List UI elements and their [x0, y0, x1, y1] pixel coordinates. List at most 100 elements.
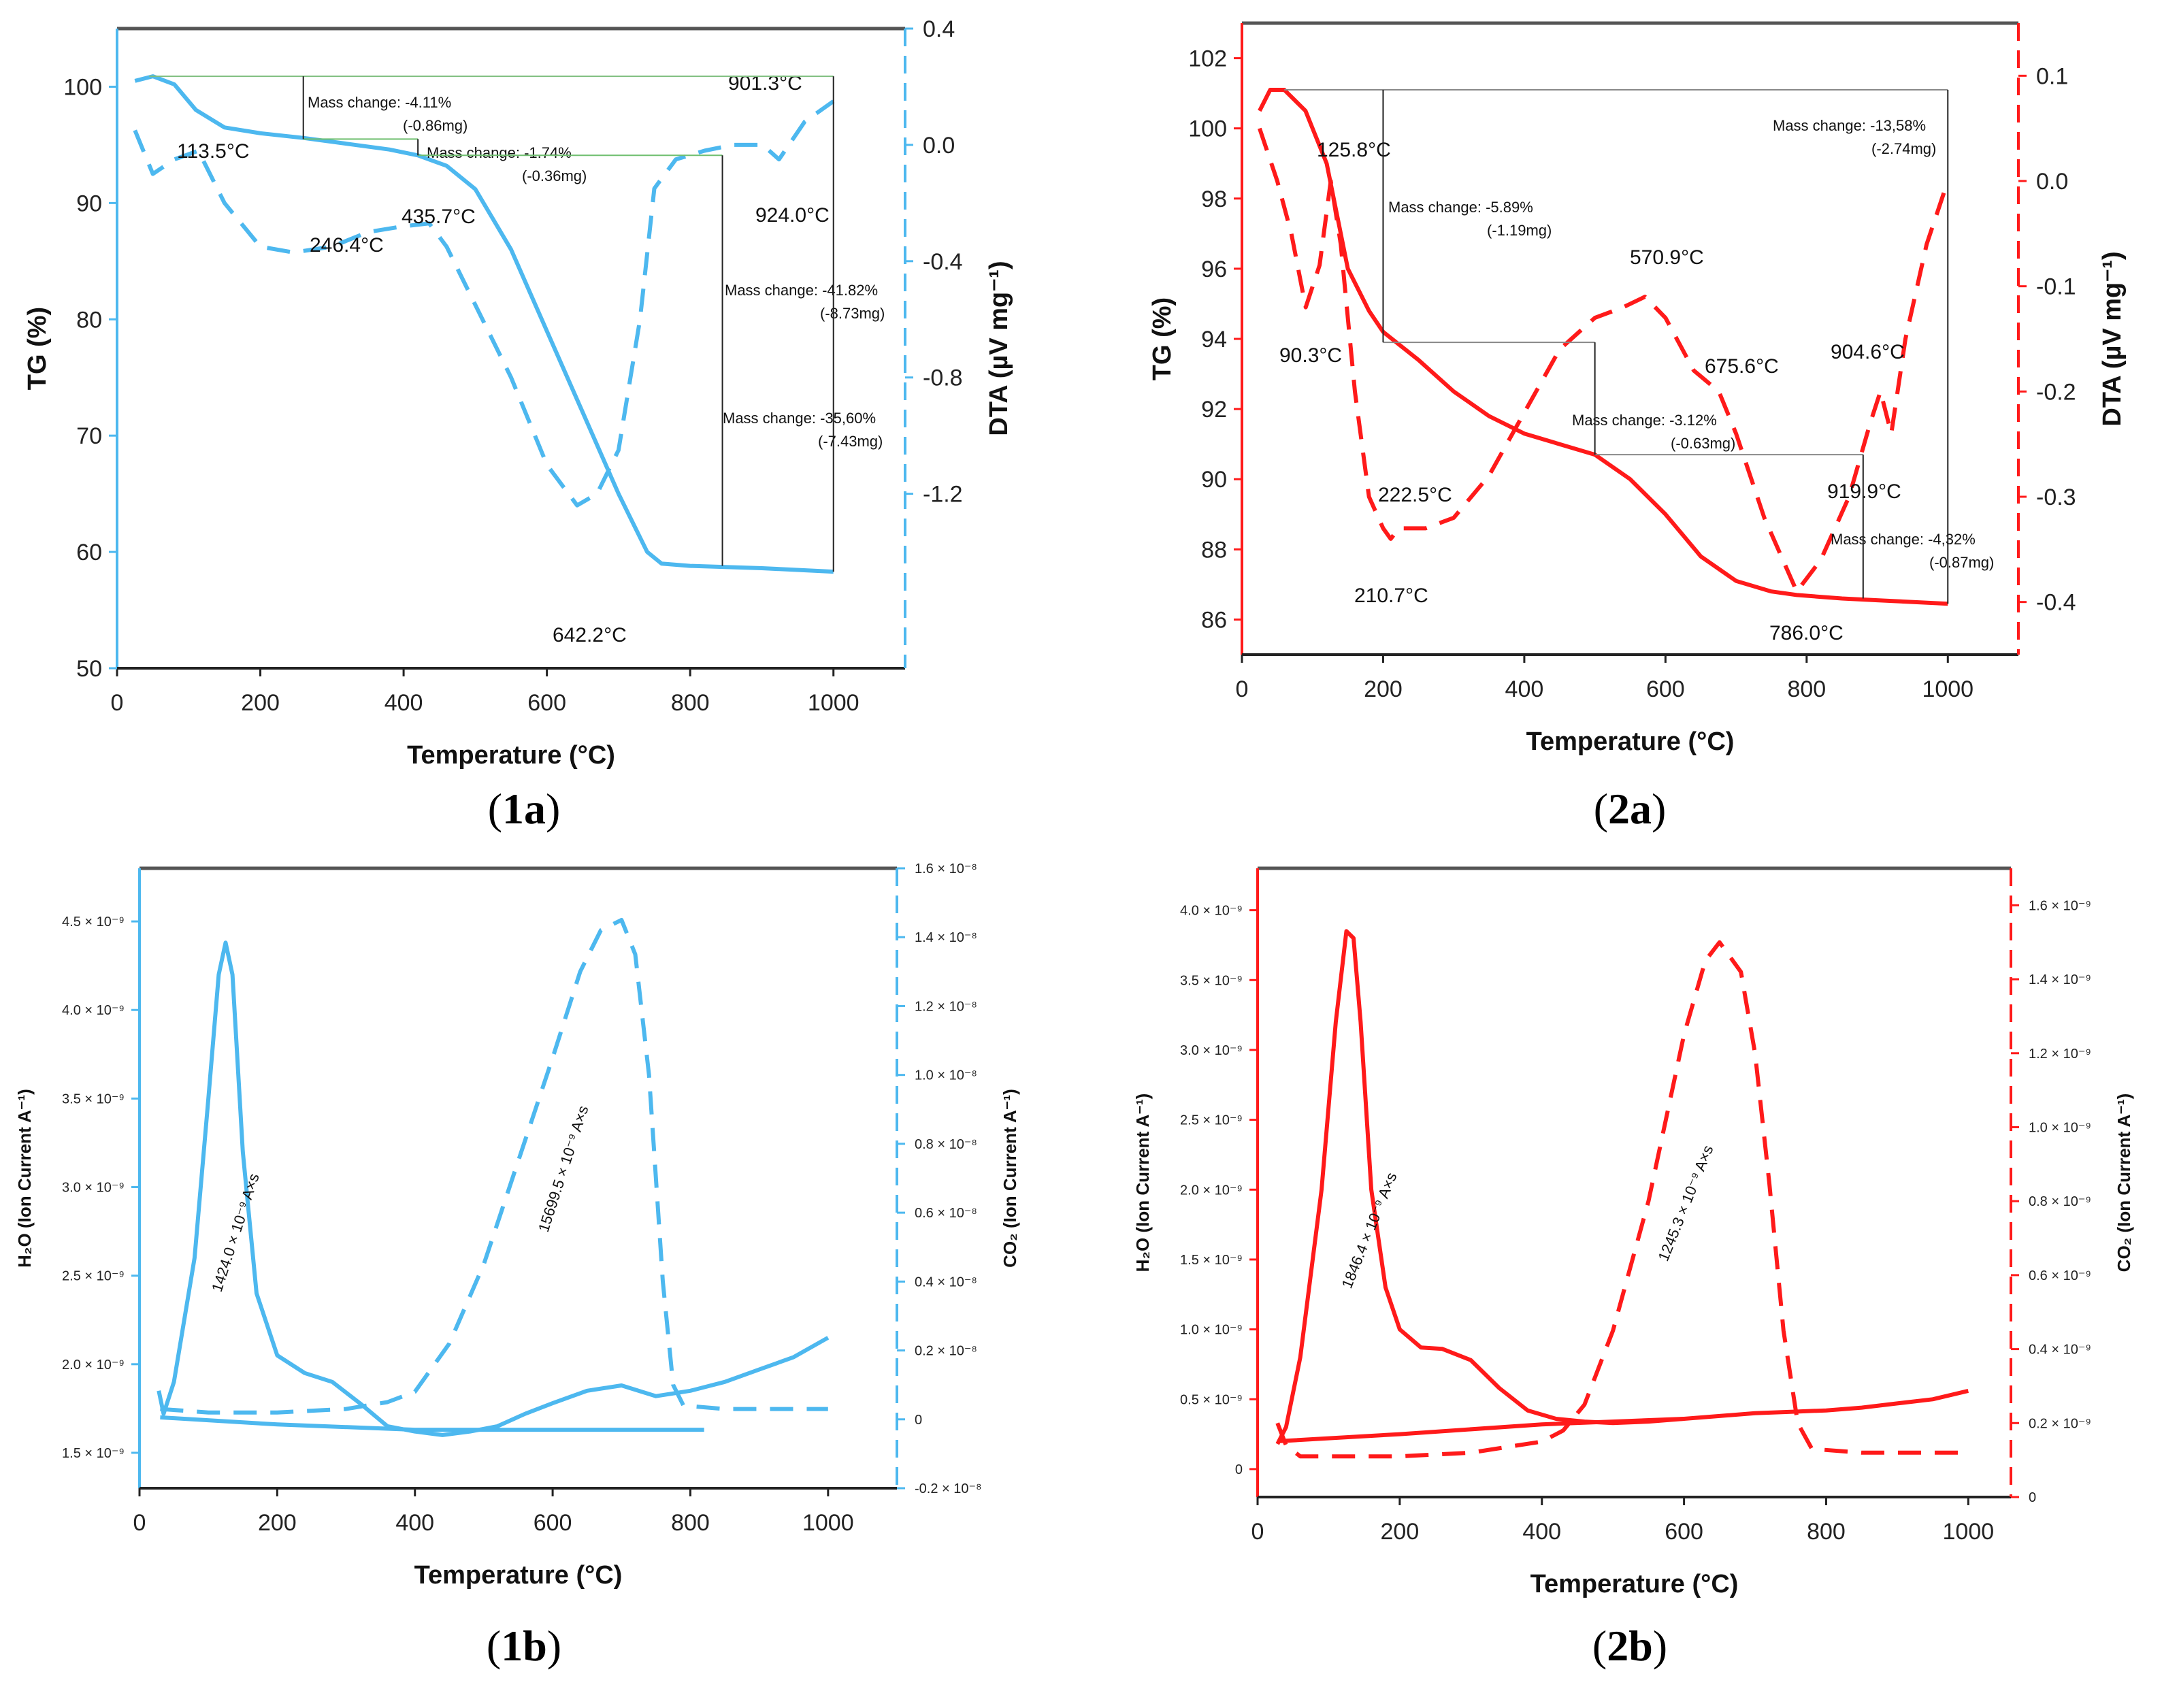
x-tick-label: 0 [111, 690, 124, 716]
y2-tick-label: 0.6 × 10⁻⁸ [915, 1206, 977, 1221]
y-axis-label: H₂O (Ion Current A⁻¹) [1132, 1094, 1153, 1272]
y-tick-label: 100 [1188, 116, 1227, 142]
y-tick-label: 2.0 × 10⁻⁹ [62, 1358, 125, 1373]
annotation-label: 125.8°C [1317, 139, 1391, 161]
y2-tick-label: 0.4 × 10⁻⁹ [2029, 1343, 2091, 1358]
mass-change-label: Mass change: -5.89% [1388, 199, 1533, 216]
annotation-label: 642.2°C [553, 624, 627, 646]
y-axis-label: TG (%) [23, 307, 52, 390]
y-axis-label: TG (%) [1148, 297, 1177, 380]
x-tick-label: 400 [384, 690, 423, 716]
y2-axis-label: CO₂ (Ion Current A⁻¹) [2114, 1094, 2134, 1272]
x-axis-label: Temperature (°C) [1530, 1570, 1739, 1598]
annotation-label: 90.3°C [1279, 344, 1342, 367]
y2-tick-label: 1.2 × 10⁻⁸ [915, 999, 977, 1014]
mass-change-value: (-0.86mg) [403, 117, 468, 134]
x-tick-label: 1000 [808, 690, 859, 716]
y-tick-label: 0.5 × 10⁻⁹ [1180, 1392, 1243, 1407]
x-tick-label: 1000 [1943, 1519, 1995, 1545]
chart-2b: 0 200 400 600 800 1000 0 0.5 × 10⁻⁹ 1.0 × 10⁻⁹ 1.… [1132, 866, 2134, 1670]
series-line-H₂O baseline [160, 1415, 704, 1432]
series-line-H₂O baseline [1279, 1417, 1684, 1443]
y2-tick-label: -1.2 [923, 482, 963, 508]
y2-axis-label: CO₂ (Ion Current A⁻¹) [1000, 1089, 1020, 1268]
y2-axis-label: DTA (µV mg⁻¹) [2098, 251, 2127, 426]
y2-tick-label: 0.0 [2036, 169, 2068, 195]
mass-change-label: Mass change: -4.11% [308, 94, 451, 111]
annotation-label: 246.4°C [310, 234, 384, 257]
y2-tick-label: 0.2 × 10⁻⁸ [915, 1344, 977, 1359]
annotation-label: 210.7°C [1354, 585, 1428, 607]
series-line-H₂O [157, 940, 830, 1437]
annotation-label: 675.6°C [1705, 355, 1779, 378]
x-tick-label: 1000 [802, 1510, 854, 1536]
y2-tick-label: 0.4 × 10⁻⁸ [915, 1275, 977, 1290]
x-tick-label: 400 [395, 1510, 434, 1536]
y2-tick-label: -0.2 × 10⁻⁸ [915, 1481, 982, 1496]
mass-change-label: Mass change: -41.82% [725, 282, 878, 299]
mass-change-value: (-7.43mg) [818, 433, 883, 450]
y2-tick-label: 1.4 × 10⁻⁹ [2029, 972, 2091, 987]
y2-tick-label: 0.2 × 10⁻⁹ [2029, 1416, 2091, 1431]
x-tick-label: 600 [1646, 676, 1685, 702]
panel-label: (1a) [488, 785, 561, 833]
y2-tick-label: 1.6 × 10⁻⁹ [2029, 898, 2091, 913]
y-tick-label: 3.5 × 10⁻⁹ [1180, 973, 1243, 988]
x-tick-label: 600 [527, 690, 566, 716]
x-tick-label: 200 [241, 690, 280, 716]
y-tick-label: 96 [1201, 257, 1227, 282]
y-tick-label: 1.5 × 10⁻⁹ [62, 1446, 125, 1461]
y-tick-label: 2.5 × 10⁻⁹ [62, 1269, 125, 1284]
x-tick-label: 200 [1381, 1519, 1420, 1545]
y-tick-label: 86 [1201, 607, 1227, 633]
annotation-label: 15699.5 × 10⁻⁹ A×s [535, 1104, 592, 1234]
x-tick-label: 600 [534, 1510, 572, 1536]
chart-2a: 0 200 400 600 800 1000 86 88 90 92 94 96 98 100 102 -0.… [1148, 21, 2127, 833]
annotation-label: 570.9°C [1630, 246, 1704, 269]
y2-tick-label: 1.2 × 10⁻⁹ [2029, 1047, 2091, 1062]
x-tick-label: 200 [1364, 676, 1403, 702]
y-tick-label: 2.5 × 10⁻⁹ [1180, 1113, 1243, 1128]
mass-change-value: (-8.73mg) [820, 305, 885, 322]
x-tick-label: 0 [1251, 1519, 1264, 1545]
y-tick-label: 90 [1201, 467, 1227, 493]
y-tick-label: 3.5 × 10⁻⁹ [62, 1091, 125, 1106]
x-tick-label: 200 [258, 1510, 297, 1536]
y-tick-label: 60 [76, 540, 102, 565]
y-tick-label: 94 [1201, 327, 1227, 352]
series-line-DTA [133, 99, 835, 508]
y2-tick-label: -0.2 [2036, 379, 2076, 405]
y-tick-label: 80 [76, 307, 102, 333]
y-tick-label: 88 [1201, 537, 1227, 563]
y2-axis-label: DTA (µV mg⁻¹) [985, 261, 1013, 436]
annotation-label: 1245.3 × 10⁻⁹ A×s [1654, 1143, 1716, 1263]
mass-change-value: (-1.19mg) [1487, 222, 1552, 239]
x-axis-label: Temperature (°C) [1526, 727, 1735, 756]
y-tick-label: 4.0 × 10⁻⁹ [62, 1003, 125, 1018]
annotation-label: 786.0°C [1769, 622, 1844, 644]
y2-tick-label: 0.8 × 10⁻⁹ [2029, 1194, 2091, 1209]
mass-change-label: Mass change: -13,58% [1773, 117, 1926, 134]
y-tick-label: 92 [1201, 397, 1227, 423]
y-tick-label: 100 [63, 74, 102, 100]
x-tick-label: 1000 [1922, 676, 1973, 702]
series-line-TG [1258, 88, 1948, 606]
x-tick-label: 400 [1505, 676, 1544, 702]
y2-tick-label: 1.0 × 10⁻⁸ [915, 1068, 977, 1083]
x-tick-label: 0 [133, 1510, 146, 1536]
y2-tick-label: 0.1 [2036, 63, 2068, 89]
panel-label: (1b) [487, 1622, 561, 1670]
x-tick-label: 800 [1787, 676, 1826, 702]
y-tick-label: 3.0 × 10⁻⁹ [62, 1181, 125, 1196]
mass-change-label: Mass change: -3.12% [1572, 412, 1717, 429]
annotation-label: 901.3°C [728, 72, 802, 95]
mass-change-value: (-0.36mg) [522, 167, 587, 184]
y2-tick-label: 1.6 × 10⁻⁸ [915, 861, 977, 876]
annotation-label: 924.0°C [755, 204, 830, 227]
y-tick-label: 1.0 × 10⁻⁹ [1180, 1323, 1243, 1338]
x-tick-label: 800 [1807, 1519, 1846, 1545]
annotation-label: 435.7°C [402, 206, 476, 228]
y-tick-label: 90 [76, 191, 102, 216]
y-tick-label: 98 [1201, 186, 1227, 212]
y-tick-label: 3.0 × 10⁻⁹ [1180, 1043, 1243, 1058]
